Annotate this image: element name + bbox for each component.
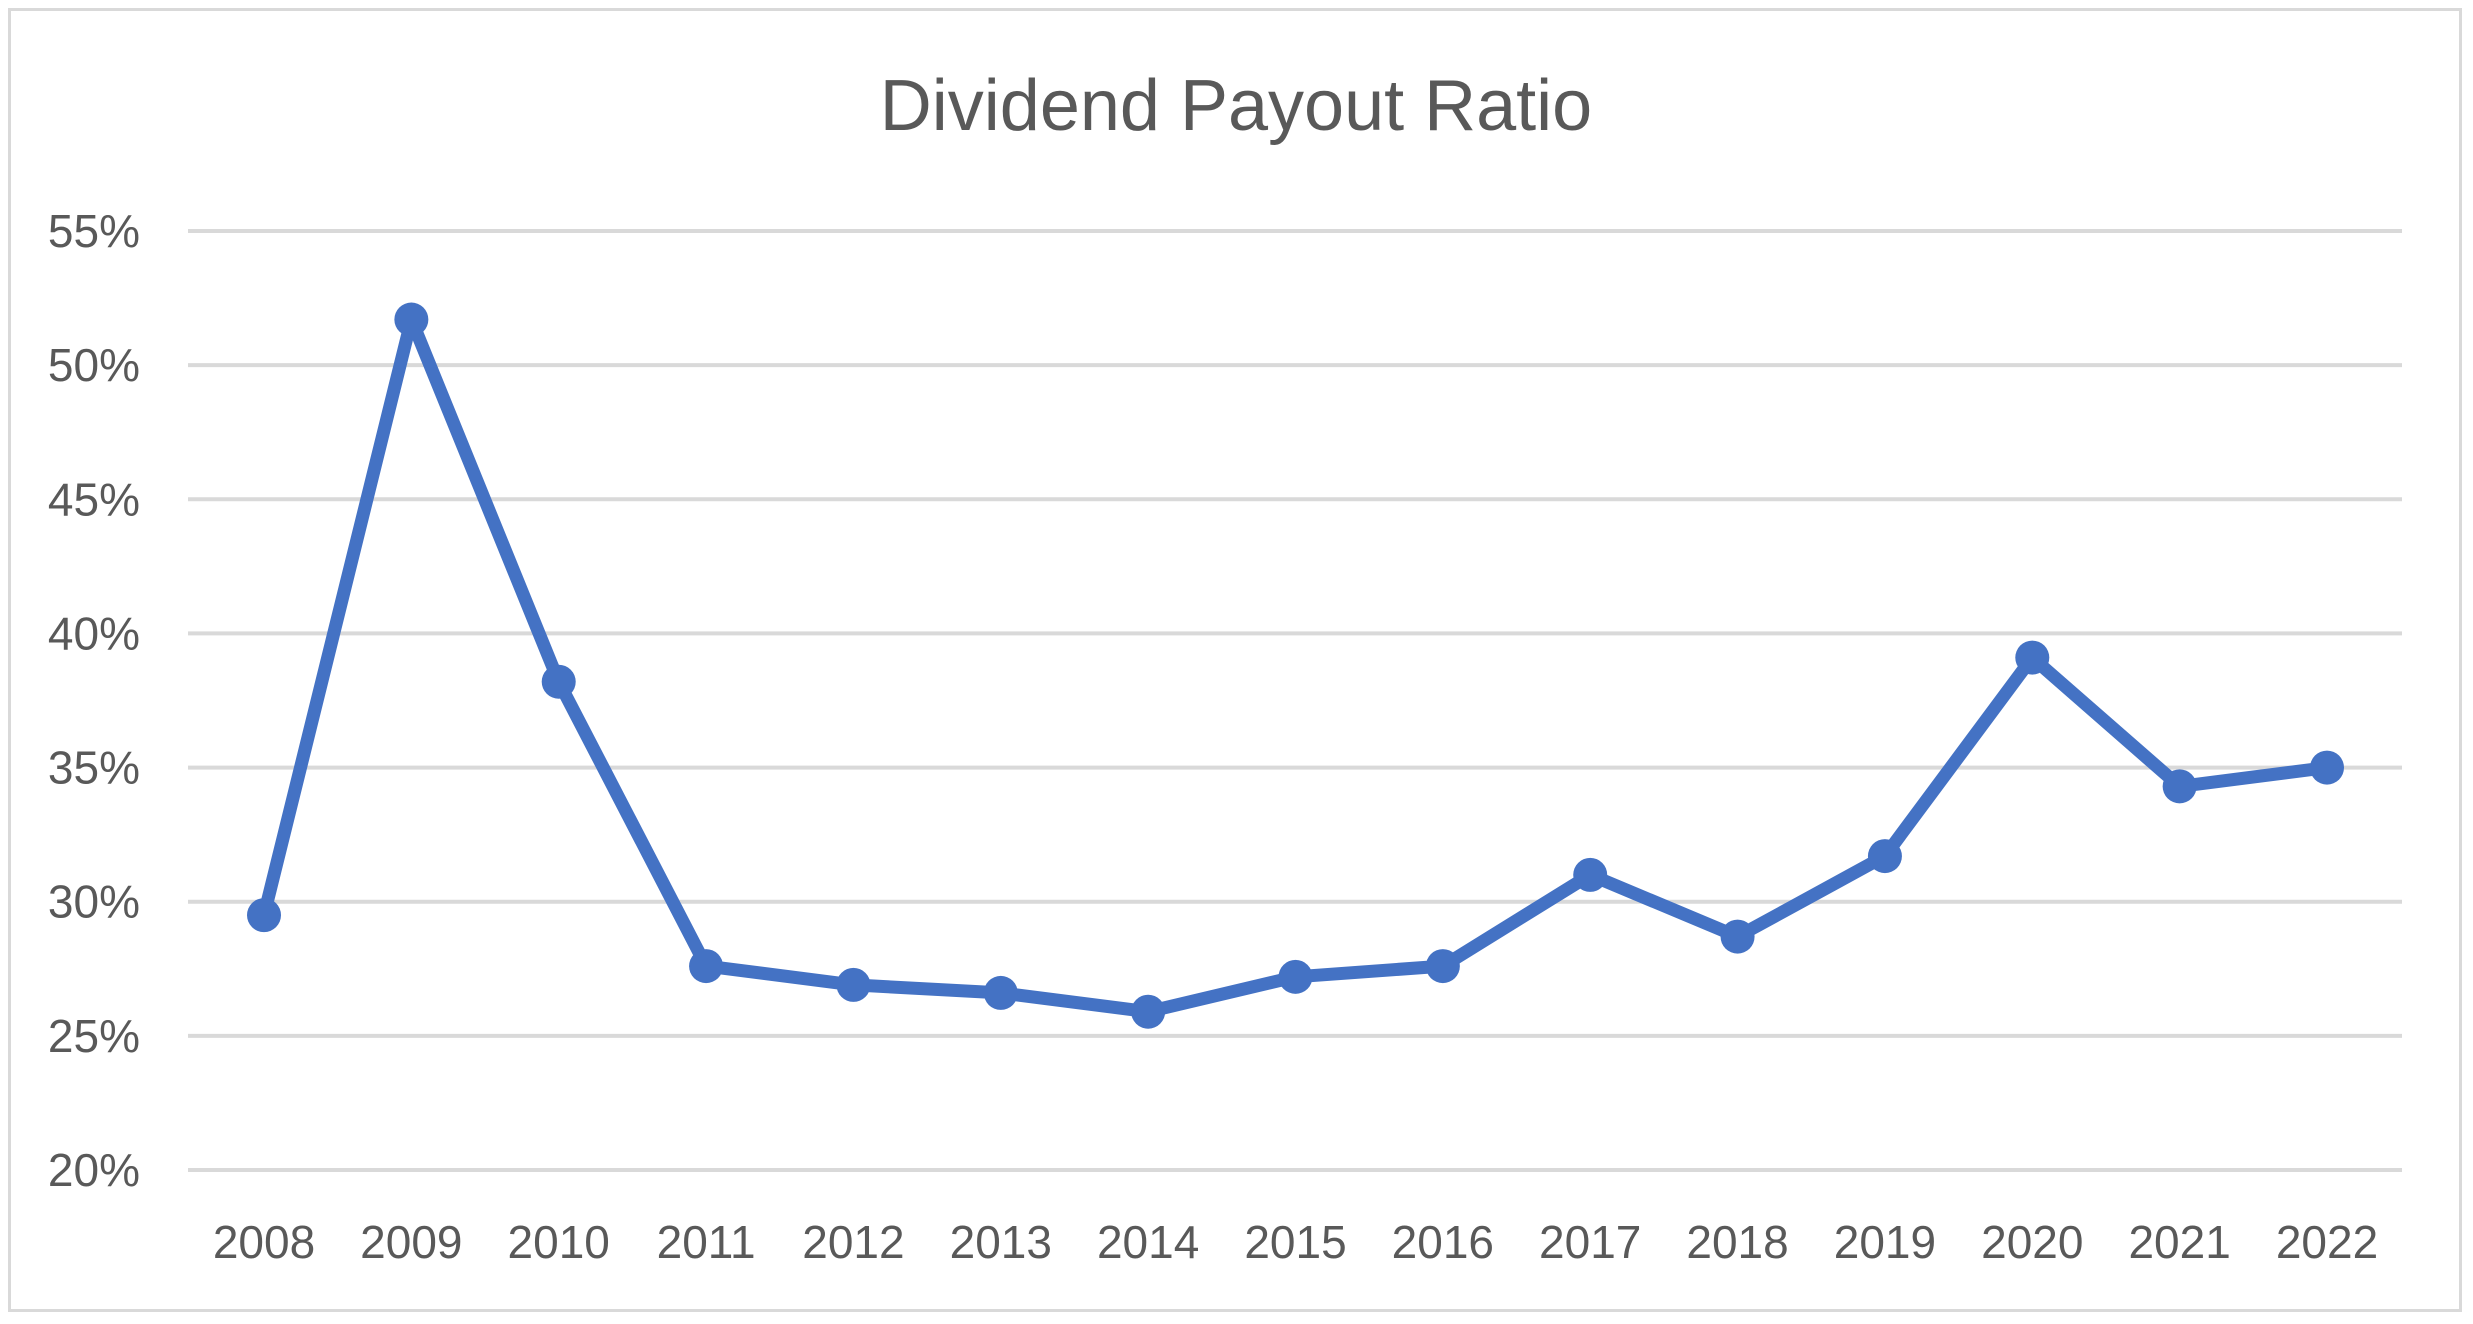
- y-tick-label: 35%: [48, 742, 140, 794]
- data-point: [1573, 857, 1608, 892]
- x-tick-label: 2015: [1244, 1216, 1346, 1268]
- x-tick-label: 2022: [2276, 1216, 2378, 1268]
- data-point: [1131, 994, 1166, 1029]
- y-tick-label: 40%: [48, 607, 140, 659]
- y-tick-label: 25%: [48, 1010, 140, 1062]
- data-point: [2162, 769, 2197, 804]
- y-tick-label: 50%: [48, 339, 140, 391]
- chart-frame: [8, 8, 2462, 1312]
- data-point: [689, 949, 724, 984]
- data-point: [836, 967, 871, 1002]
- y-tick-label: 45%: [48, 473, 140, 525]
- series-group: [247, 302, 2344, 1029]
- data-point: [2015, 640, 2050, 675]
- data-point: [1720, 919, 1755, 954]
- x-tick-label: 2012: [802, 1216, 904, 1268]
- data-point: [541, 664, 576, 699]
- x-tick-label: 2009: [360, 1216, 462, 1268]
- data-point: [394, 302, 429, 337]
- y-tick-label: 55%: [48, 205, 140, 257]
- x-tick-label: 2013: [950, 1216, 1052, 1268]
- x-axis-tick-labels: 2008 2009 2010 2011 2012 2013 2014 2015 2016 2017…: [213, 1216, 2378, 1268]
- data-point: [1867, 839, 1902, 874]
- data-point: [1278, 959, 1313, 994]
- x-tick-label: 2018: [1686, 1216, 1788, 1268]
- data-point: [2310, 750, 2344, 785]
- data-point: [1425, 949, 1460, 984]
- x-tick-label: 2017: [1539, 1216, 1641, 1268]
- gridlines: [188, 229, 2402, 1172]
- y-axis-tick-labels: 20% 25% 30% 35% 40% 45% 50% 55%: [48, 205, 140, 1196]
- x-tick-label: 2010: [508, 1216, 610, 1268]
- y-tick-label: 30%: [48, 876, 140, 928]
- x-tick-label: 2019: [1834, 1216, 1936, 1268]
- x-tick-label: 2014: [1097, 1216, 1199, 1268]
- chart-title: Dividend Payout Ratio: [880, 66, 1592, 146]
- x-tick-label: 2016: [1392, 1216, 1494, 1268]
- x-tick-label: 2011: [657, 1216, 756, 1268]
- data-point: [983, 975, 1018, 1010]
- data-point: [247, 898, 281, 933]
- x-tick-label: 2021: [2128, 1216, 2230, 1268]
- x-tick-label: 2008: [213, 1216, 315, 1268]
- x-tick-label: 2020: [1981, 1216, 2083, 1268]
- y-tick-label: 20%: [48, 1144, 140, 1196]
